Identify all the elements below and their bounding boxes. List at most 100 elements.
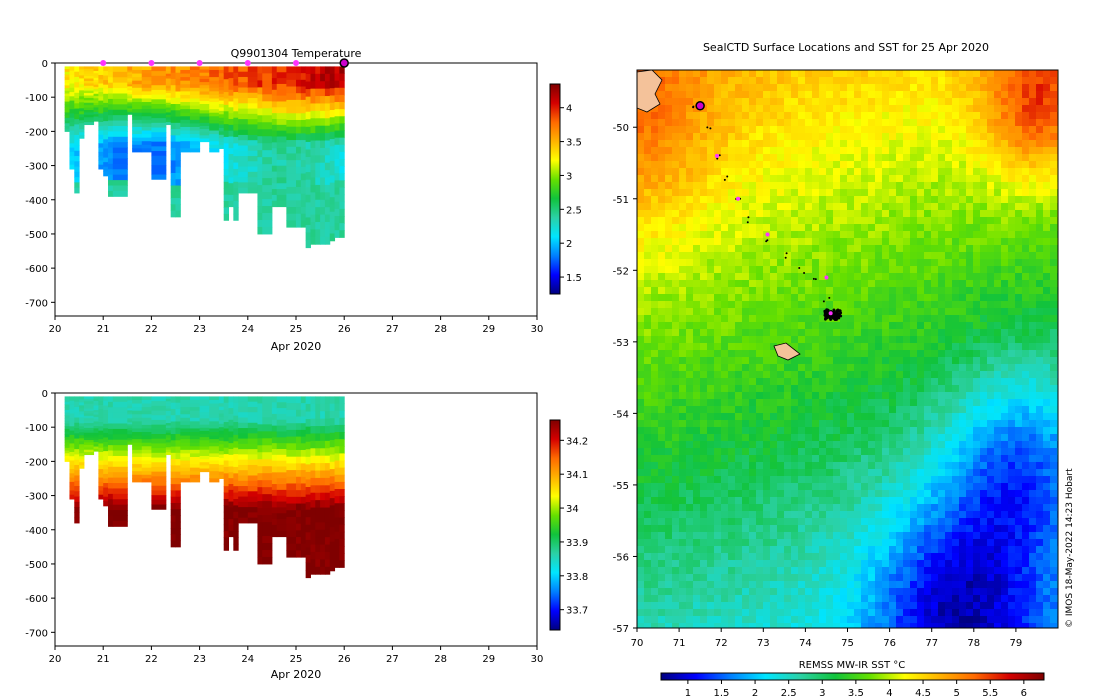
sst-colorbar: REMSS MW-IR SST °C 1 1.5 2 2.5 3 3.5 4 4.5 5 5.5 6 [660, 660, 1045, 699]
location-dot [824, 317, 827, 321]
map-x-tick-label: 78 [967, 638, 980, 649]
map-x-tick-label: 73 [757, 638, 770, 649]
sst-colorbar-tick-label: 4.5 [915, 688, 931, 699]
colorbar-tick-label: 34 [566, 504, 579, 515]
profile-marker [714, 153, 719, 158]
profile-day-marker [148, 60, 155, 66]
colorbar-tick-label: 33.8 [566, 572, 588, 583]
y-tick-label: -700 [25, 628, 48, 639]
map-x-tick-label: 70 [631, 638, 644, 649]
map-y-tick-label: -56 [613, 552, 629, 563]
location-dot [837, 313, 841, 317]
x-tick-label: 26 [338, 324, 351, 335]
land-patch-heard-island [773, 342, 801, 361]
temperature-y-axis: 0 -100 -200 -300 -400 -500 -600 -700 [25, 59, 55, 309]
location-dot [838, 309, 842, 313]
salinity-x-label: Apr 2020 [271, 668, 322, 681]
x-tick-label: 20 [49, 324, 62, 335]
temperature-x-axis: 20 21 22 23 24 25 26 27 28 29 30 [49, 316, 544, 335]
y-tick-label: -700 [25, 298, 48, 309]
sst-colorbar-tick-label: 2 [752, 688, 758, 699]
location-dot [832, 308, 836, 312]
sst-colorbar-tick-label: 5 [953, 688, 959, 699]
map-y-tick-label: -55 [613, 481, 629, 492]
location-dot [829, 318, 833, 321]
map-x-tick-label: 72 [715, 638, 728, 649]
y-tick-label: -500 [25, 230, 48, 241]
map-y-axis: -50 -51 -52 -53 -54 -55 -56 -57 [613, 123, 637, 635]
track-dot [784, 256, 787, 259]
imos-credit: © IMOS 18-May-2022 14:23 Hobart [1065, 468, 1075, 628]
map-y-tick-label: -50 [613, 123, 629, 134]
colorbar-tick-label: 2.5 [566, 205, 582, 216]
track-dot [723, 178, 726, 181]
map-y-tick-label: -53 [613, 338, 629, 349]
map-y-tick-label: -57 [613, 624, 629, 635]
profile-marker [736, 196, 741, 201]
map-panel: SealCTD Surface Locations and SST for 25… [613, 41, 1075, 699]
x-tick-label: 27 [386, 654, 399, 665]
sst-colorbar-tick-label: 3 [819, 688, 825, 699]
location-dot [832, 313, 836, 317]
location-dot [837, 316, 841, 320]
y-tick-label: -600 [25, 264, 48, 275]
y-tick-label: -500 [25, 560, 48, 571]
land-patch-northwest [637, 70, 663, 113]
location-dot [832, 316, 835, 320]
seal-location-cluster [823, 308, 843, 322]
y-tick-label: 0 [42, 59, 48, 70]
track-dot [803, 271, 806, 274]
track-dot [709, 127, 712, 130]
x-tick-label: 29 [482, 324, 495, 335]
track-dot [798, 267, 801, 270]
colorbar-tick-label: 3 [566, 171, 572, 182]
location-dot [835, 310, 838, 313]
track-dot [785, 252, 788, 255]
x-tick-label: 27 [386, 324, 399, 335]
x-tick-label: 23 [193, 654, 206, 665]
colorbar-tick-label: 34.1 [566, 470, 588, 481]
map-x-tick-label: 79 [1010, 638, 1023, 649]
x-tick-label: 30 [531, 324, 544, 335]
x-tick-label: 28 [434, 324, 447, 335]
y-tick-label: 0 [42, 389, 48, 400]
sst-colorbar-tick-label: 1.5 [714, 688, 730, 699]
map-y-tick-label: -51 [613, 195, 629, 206]
track-dot [747, 216, 750, 219]
track-dot [812, 277, 815, 280]
colorbar-tick-label: 33.9 [566, 538, 588, 549]
sst-field [637, 70, 1058, 628]
map-x-tick-label: 74 [799, 638, 812, 649]
track-dot [692, 105, 695, 108]
profile-day-marker [196, 60, 203, 66]
profile-marker [828, 311, 833, 316]
x-tick-label: 30 [531, 654, 544, 665]
temperature-panel: Q9901304 Temperature 0 -100 -200 -300 -400 -5… [25, 47, 582, 353]
track-dot [746, 221, 749, 224]
temperature-colorbar: 1.5 2 2.5 3 3.5 4 [549, 83, 582, 295]
sst-colorbar-tick-label: 5.5 [982, 688, 998, 699]
profile-marker [824, 275, 829, 280]
current-position-marker [695, 101, 705, 111]
sst-colorbar-tick-label: 2.5 [781, 688, 797, 699]
y-tick-label: -200 [25, 457, 48, 468]
map-y-tick-label: -54 [613, 409, 629, 420]
map-x-tick-label: 71 [673, 638, 686, 649]
x-tick-label: 21 [97, 324, 110, 335]
y-tick-label: -300 [25, 162, 48, 173]
x-tick-label: 25 [290, 654, 303, 665]
track-dot [718, 154, 721, 157]
track-dot [822, 300, 825, 303]
y-tick-label: -400 [25, 196, 48, 207]
profile-day-marker [293, 60, 299, 66]
x-tick-label: 25 [290, 324, 303, 335]
temperature-x-label: Apr 2020 [271, 340, 322, 353]
location-dot [823, 311, 827, 315]
track-dot [828, 296, 831, 299]
temperature-sections [64, 66, 345, 249]
salinity-sections [64, 396, 345, 579]
track-dot [766, 239, 769, 242]
colorbar-tick-label: 34.2 [566, 436, 588, 447]
sst-colorbar-tick-label: 6 [1021, 688, 1027, 699]
colorbar-tick-label: 2 [566, 239, 572, 250]
